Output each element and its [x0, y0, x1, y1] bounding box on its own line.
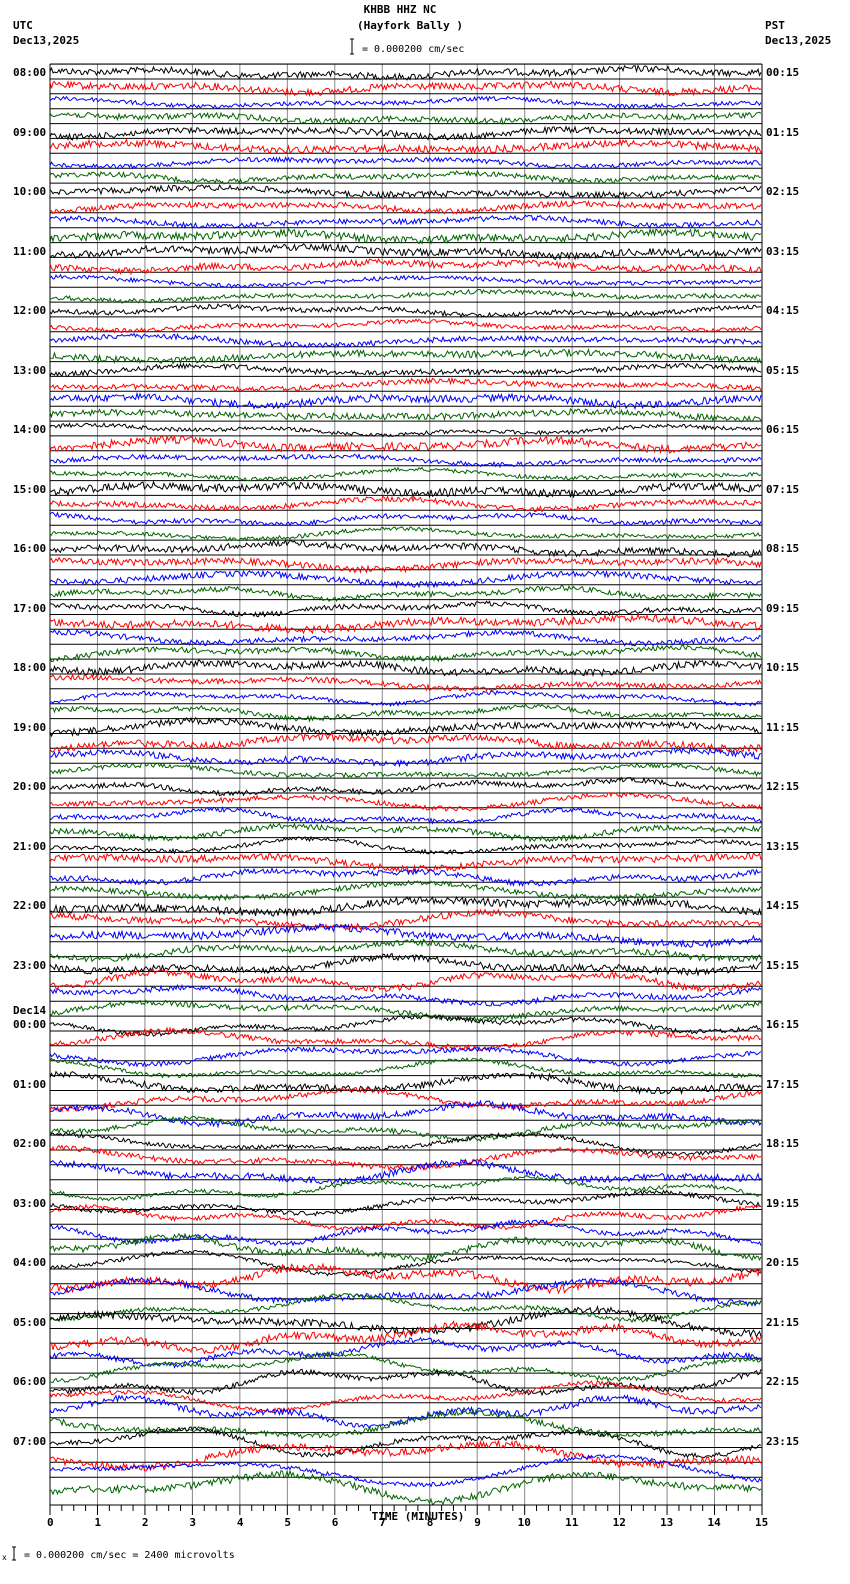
utc-hour-label: 06:00: [13, 1375, 47, 1388]
utc-hour-label: 23:00: [13, 958, 47, 972]
utc-hour-label: 13:00: [13, 363, 47, 377]
utc-hour-label: 17:00: [13, 601, 47, 615]
x-tick-label: 15: [755, 1516, 769, 1529]
utc-hour-label: 22:00: [13, 899, 47, 912]
time-axis: [49, 1504, 763, 1515]
pst-hour-label: 21:15: [766, 1315, 800, 1329]
utc-hour-label: 15:00: [13, 482, 47, 496]
pst-hour-label: 23:15: [766, 1434, 800, 1448]
x-tick-label: 14: [707, 1516, 721, 1529]
utc-hour-label: 01:00: [13, 1077, 47, 1091]
scale-bar-icon: [350, 38, 354, 55]
utc-hour-label: 19:00: [13, 720, 47, 734]
right-date: Dec13,2025: [765, 34, 832, 47]
scale-label: = 0.000200 cm/sec: [362, 44, 465, 55]
pst-hour-label: 18:15: [766, 1137, 800, 1150]
x-tick-label: 7: [379, 1516, 386, 1529]
utc-hour-label: 21:00: [13, 839, 47, 853]
x-tick-label: 2: [141, 1516, 149, 1529]
seismic-traces: [49, 64, 762, 1506]
utc-hour-label: 16:00: [13, 542, 47, 555]
pst-hour-label: 12:15: [766, 780, 800, 793]
pst-hour-label: 06:15: [766, 423, 800, 436]
station-title: KHBB HHZ NC: [363, 3, 437, 16]
utc-hour-label: 08:00: [13, 66, 47, 79]
utc-hour-label: 02:00: [13, 1137, 47, 1150]
left-date: Dec13,2025: [13, 34, 80, 47]
pst-hour-label: 09:15: [766, 601, 800, 615]
footer-scale-prefix: x: [2, 1553, 7, 1562]
x-tick-label: 9: [474, 1516, 481, 1529]
x-tick-label: 6: [331, 1516, 339, 1529]
date-change-label: Dec14: [13, 1004, 47, 1017]
pst-hour-label: 02:15: [766, 185, 800, 198]
pst-hour-label: 14:15: [766, 899, 800, 912]
left-timezone: UTC: [13, 19, 33, 32]
x-tick-label: 3: [189, 1516, 197, 1529]
pst-hour-label: 15:15: [766, 958, 800, 972]
pst-hour-label: 10:15: [766, 661, 800, 674]
x-tick-label: 0: [47, 1516, 54, 1529]
utc-hour-label: 20:00: [13, 780, 47, 793]
x-tick-label: 13: [660, 1516, 674, 1529]
pst-hour-label: 11:15: [766, 720, 800, 734]
pst-hour-label: 13:15: [766, 839, 800, 853]
footer-scale-label: = 0.000200 cm/sec = 2400 microvolts: [24, 1550, 235, 1561]
utc-hour-label: 00:00: [13, 1018, 47, 1031]
right-timezone: PST: [765, 19, 785, 32]
x-tick-label: 12: [612, 1516, 626, 1529]
pst-hour-label: 20:15: [766, 1256, 800, 1269]
pst-hour-label: 05:15: [766, 363, 800, 377]
pst-hour-label: 08:15: [766, 542, 800, 555]
pst-hour-label: 04:15: [766, 304, 800, 317]
utc-hour-label: 07:00: [13, 1434, 47, 1448]
utc-hour-label: 14:00: [13, 423, 47, 436]
pst-hour-label: 07:15: [766, 482, 800, 496]
x-axis-title: TIME (MINUTES): [371, 1510, 465, 1523]
x-tick-label: 5: [284, 1516, 291, 1529]
utc-hour-label: 04:00: [13, 1256, 47, 1269]
utc-hour-label: 18:00: [13, 661, 47, 674]
utc-hour-label: 12:00: [13, 304, 47, 317]
x-tick-label: 1: [94, 1516, 102, 1529]
station-location: (Hayfork Bally ): [357, 19, 463, 32]
pst-hour-label: 01:15: [766, 125, 800, 139]
utc-hour-label: 09:00: [13, 125, 47, 139]
pst-hour-label: 00:15: [766, 66, 800, 79]
pst-hour-label: 16:15: [766, 1018, 800, 1031]
x-tick-label: 4: [236, 1516, 244, 1529]
footer-scale-bar-icon: [12, 1546, 16, 1561]
x-tick-label: 8: [426, 1516, 434, 1529]
utc-hour-label: 11:00: [13, 244, 47, 258]
x-tick-label: 10: [517, 1516, 531, 1529]
utc-hour-label: 10:00: [13, 185, 47, 198]
pst-hour-label: 19:15: [766, 1196, 800, 1210]
pst-hour-label: 03:15: [766, 244, 800, 258]
pst-hour-label: 22:15: [766, 1375, 800, 1388]
utc-hour-label: 03:00: [13, 1196, 47, 1210]
pst-hour-label: 17:15: [766, 1077, 800, 1091]
utc-hour-label: 05:00: [13, 1315, 47, 1329]
x-tick-label: 11: [565, 1516, 579, 1529]
